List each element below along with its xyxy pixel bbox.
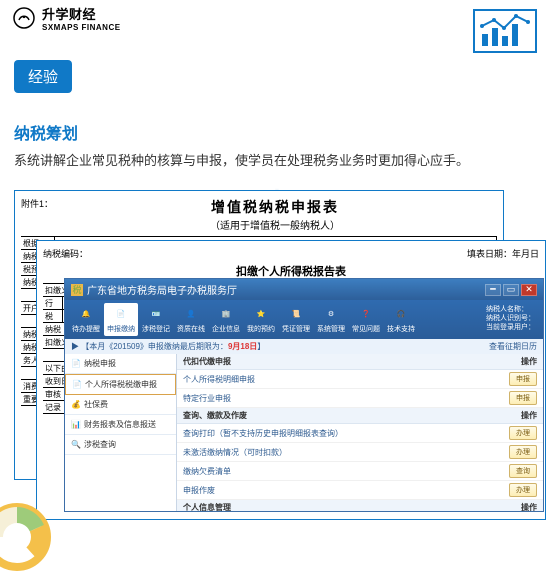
vat-sub: （适用于增值税一般纳税人）: [53, 217, 497, 232]
cert-icon: 📜: [287, 305, 305, 323]
row-link[interactable]: 未激活缴纳情况（可时扣款）: [183, 447, 287, 458]
decor-pie-icon: [0, 502, 52, 572]
side-社保费[interactable]: 💰社保费: [65, 395, 176, 415]
money-icon: 💰: [71, 400, 81, 410]
doc-icon: 📄: [72, 380, 82, 390]
notice-bar: ▶ 【本月《201509》申报缴纳最后期限为：9月18日】 查看征期日历: [65, 339, 543, 354]
toolbar-support[interactable]: 🎧技术支持: [384, 303, 418, 336]
side-涉税查询[interactable]: 🔍涉税查询: [65, 435, 176, 455]
building-icon: 🏢: [217, 305, 235, 323]
toolbar-cert[interactable]: 📜凭证管理: [279, 303, 313, 336]
bell-icon: 🔔: [77, 305, 95, 323]
toolbar-building[interactable]: 🏢企业信息: [209, 303, 243, 336]
minimize-button[interactable]: ━: [485, 284, 501, 296]
maximize-button[interactable]: ▭: [503, 284, 519, 296]
row-link[interactable]: 个人所得税明细申报: [183, 374, 255, 385]
action-button[interactable]: 查询: [509, 464, 537, 478]
action-button[interactable]: 办理: [509, 483, 537, 497]
toolbar-bell[interactable]: 🔔待办提醒: [69, 303, 103, 336]
card-icon: 🪪: [147, 305, 165, 323]
brand-sub: SXMAPS FINANCE: [42, 23, 121, 32]
close-button[interactable]: ✕: [521, 284, 537, 296]
brand-name: 升学财经: [42, 4, 121, 23]
toolbar-card[interactable]: 🪪涉税登记: [139, 303, 173, 336]
window-titlebar: 税广东省地方税务局电子办税服务厅 ━ ▭ ✕: [65, 279, 543, 300]
logo-icon: [12, 6, 36, 30]
toolbar-gear[interactable]: ⚙系统管理: [314, 303, 348, 336]
page-desc: 系统讲解企业常见税种的核算与申报，使学员在处理税务业务时更加得心应手。: [14, 150, 534, 172]
badge-icon: 👤: [182, 305, 200, 323]
doc-icon: 📄: [112, 305, 130, 323]
section-header: 查询、缴款及作废操作: [177, 408, 543, 424]
action-button[interactable]: 申报: [509, 391, 537, 405]
brand-logo: 升学财经 SXMAPS FINANCE: [12, 4, 121, 32]
s2-left: 纳税编码：: [43, 247, 88, 260]
vat-title: 增值税纳税申报表: [53, 197, 497, 217]
user-info-box: 纳税人名称：纳税人识别号：当前登录用户：: [482, 303, 539, 336]
search-icon: 🔍: [71, 440, 81, 450]
list-row: 特定行业申报 申报: [177, 389, 543, 408]
row-link[interactable]: 特定行业申报: [183, 393, 231, 404]
s2-right: 填表日期：年月日: [467, 247, 539, 260]
attach-label: 附件1：: [21, 197, 53, 232]
list-row: 未激活缴纳情况（可时扣款） 办理: [177, 443, 543, 462]
s2-title: 扣缴个人所得税报告表: [43, 263, 539, 279]
gear-icon: ⚙: [322, 305, 340, 323]
list-row: 个人所得税明细申报 申报: [177, 370, 543, 389]
side-财务报表及信息报送[interactable]: 📊财务报表及信息报送: [65, 415, 176, 435]
sidebar: 📄纳税申报📄个人所得税税缴申报💰社保费📊财务报表及信息报送🔍涉税查询: [65, 354, 177, 511]
toolbar-doc[interactable]: 📄申报缴纳: [104, 303, 138, 336]
action-button[interactable]: 申报: [509, 372, 537, 386]
calendar-link[interactable]: 查看征期日历: [489, 341, 537, 352]
side-纳税申报[interactable]: 📄纳税申报: [65, 354, 176, 374]
toolbar-badge[interactable]: 👤资质在线: [174, 303, 208, 336]
screenshot-stack: 附件1： 增值税纳税申报表 （适用于增值税一般纳税人） 根据 纳税人识A1000…: [14, 190, 534, 520]
window-controls: ━ ▭ ✕: [485, 284, 537, 296]
list-row: 查询打印（暂不支持历史申报明细报表查询） 办理: [177, 424, 543, 443]
app-icon: 税: [71, 284, 83, 296]
svg-text:税: 税: [72, 284, 81, 295]
main-panel: 代扣代缴申报操作个人所得税明细申报申报特定行业申报申报查询、缴款及作废操作查询打…: [177, 354, 543, 511]
corner-chart-icon: [470, 6, 540, 56]
toolbar-help[interactable]: ❓常见问题: [349, 303, 383, 336]
row-link[interactable]: 缴纳欠费清单: [183, 466, 231, 477]
star-icon: ⭐: [252, 305, 270, 323]
page-heading: 纳税筹划: [14, 120, 78, 144]
row-link[interactable]: 查询打印（暂不支持历史申报明细报表查询）: [183, 428, 343, 439]
list-row: 申报作废 办理: [177, 481, 543, 500]
section-header: 个人信息管理操作: [177, 500, 543, 511]
doc-icon: 📄: [71, 359, 81, 369]
help-icon: ❓: [357, 305, 375, 323]
side-个人所得税税缴申报[interactable]: 📄个人所得税税缴申报: [65, 374, 176, 395]
tax-app-window: 税广东省地方税务局电子办税服务厅 ━ ▭ ✕ 🔔待办提醒📄申报缴纳🪪涉税登记👤资…: [64, 278, 544, 512]
main-toolbar: 🔔待办提醒📄申报缴纳🪪涉税登记👤资质在线🏢企业信息⭐我的预约📜凭证管理⚙系统管理…: [65, 300, 543, 339]
section-badge: 经验: [14, 60, 72, 93]
action-button[interactable]: 办理: [509, 426, 537, 440]
action-button[interactable]: 办理: [509, 445, 537, 459]
window-title: 广东省地方税务局电子办税服务厅: [87, 282, 237, 297]
toolbar-star[interactable]: ⭐我的预约: [244, 303, 278, 336]
support-icon: 🎧: [392, 305, 410, 323]
notice-text: ▶ 【本月《201509》申报缴纳最后期限为：9月18日】: [71, 341, 265, 352]
section-header: 代扣代缴申报操作: [177, 354, 543, 370]
row-link[interactable]: 申报作废: [183, 485, 215, 496]
list-row: 缴纳欠费清单 查询: [177, 462, 543, 481]
report-icon: 📊: [71, 420, 81, 430]
